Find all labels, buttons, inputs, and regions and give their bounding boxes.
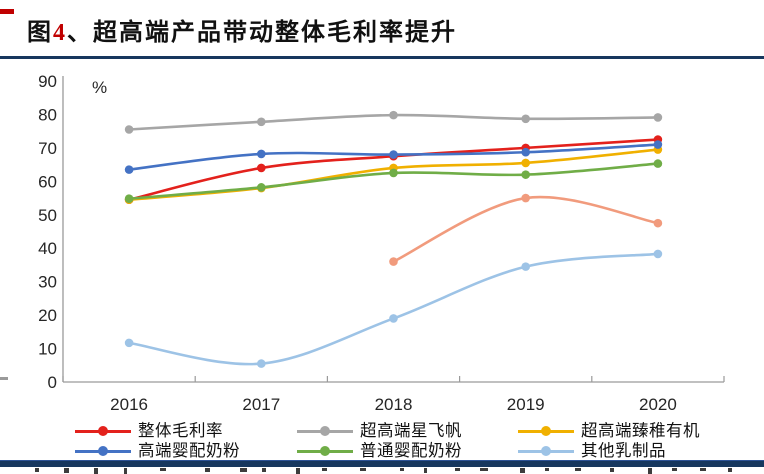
- page-edge-gray-mark: [0, 377, 8, 380]
- data-point-marker: [521, 193, 530, 203]
- legend-label: 普通婴配奶粉: [360, 441, 462, 460]
- legend-swatch: [297, 443, 353, 459]
- data-point-marker: [124, 338, 134, 348]
- data-point-marker: [521, 262, 530, 271]
- cut-off-text-fragments: [0, 468, 764, 474]
- line-chart: 0 10 20 30 40 50 60 70 80 90 2016 2017 2018 2019 2020%: [38, 72, 725, 414]
- data-point-marker: [653, 159, 663, 168]
- data-point-marker: [521, 147, 530, 157]
- x-tick-label: 2018: [375, 395, 413, 414]
- data-point-marker: [257, 183, 266, 192]
- legend-swatch: [297, 423, 353, 439]
- data-point-marker: [521, 114, 530, 124]
- data-point-marker: [521, 158, 530, 168]
- figure-title-text: 、超高端产品带动整体毛利率提升: [67, 20, 457, 46]
- y-tick-label: 0: [48, 373, 57, 392]
- legend-swatch: [518, 423, 574, 439]
- y-tick-label: 40: [38, 239, 57, 258]
- data-point-marker: [257, 117, 266, 127]
- y-tick-label: 10: [38, 340, 57, 359]
- data-point-marker: [257, 163, 266, 173]
- y-tick-label: 20: [38, 306, 57, 325]
- data-point-marker: [653, 140, 663, 149]
- y-tick-label: 50: [38, 206, 57, 225]
- data-point-marker: [389, 257, 398, 266]
- legend-label: 整体毛利率: [138, 421, 223, 440]
- figure-title-word: 图: [27, 20, 53, 46]
- legend-item: 超高端臻稚有机: [518, 421, 700, 440]
- legend-label: 高端婴配奶粉: [138, 441, 240, 460]
- legend-item: 高端婴配奶粉: [75, 441, 240, 460]
- data-point-marker: [124, 194, 134, 204]
- page-edge-red-mark: [0, 9, 14, 14]
- bottom-divider-line: [0, 460, 764, 467]
- x-tick-label: 2016: [110, 395, 148, 414]
- figure-title: 图4、超高端产品带动整体毛利率提升: [27, 12, 457, 47]
- data-point-marker: [257, 149, 266, 159]
- y-axis-unit-label: %: [92, 78, 107, 97]
- data-point-marker: [653, 218, 663, 228]
- data-point-marker: [389, 314, 398, 323]
- y-tick-label: 90: [38, 72, 57, 91]
- x-tick-label: 2017: [242, 395, 280, 414]
- legend-item: 普通婴配奶粉: [297, 441, 462, 460]
- x-tick-label: 2019: [507, 395, 545, 414]
- data-point-marker: [389, 168, 398, 178]
- data-point-marker: [389, 110, 398, 120]
- legend-label: 超高端臻稚有机: [581, 421, 700, 440]
- data-point-marker: [124, 165, 134, 174]
- legend-swatch: [75, 443, 131, 459]
- data-point-marker: [521, 170, 530, 179]
- title-divider-line: [0, 56, 764, 59]
- x-tick-label: 2020: [639, 395, 677, 414]
- series-line: [127, 252, 660, 366]
- y-tick-label: 60: [38, 172, 57, 191]
- y-tick-label: 30: [38, 273, 57, 292]
- y-tick-label: 80: [38, 105, 57, 124]
- data-point-marker: [389, 150, 398, 159]
- data-point-marker: [653, 113, 663, 122]
- legend-label: 其他乳制品: [581, 441, 666, 460]
- legend-item: 超高端星飞帆: [297, 421, 462, 440]
- y-tick-label: 70: [38, 139, 57, 158]
- figure-title-number: 4: [53, 20, 67, 46]
- legend-swatch: [75, 423, 131, 439]
- legend-swatch: [518, 443, 574, 459]
- legend-item: 整体毛利率: [75, 421, 223, 440]
- data-point-marker: [653, 249, 663, 259]
- legend-item: 其他乳制品: [518, 441, 666, 460]
- legend-label: 超高端星飞帆: [360, 421, 462, 440]
- series-line: [392, 195, 660, 263]
- data-point-marker: [257, 359, 266, 368]
- data-point-marker: [124, 125, 134, 134]
